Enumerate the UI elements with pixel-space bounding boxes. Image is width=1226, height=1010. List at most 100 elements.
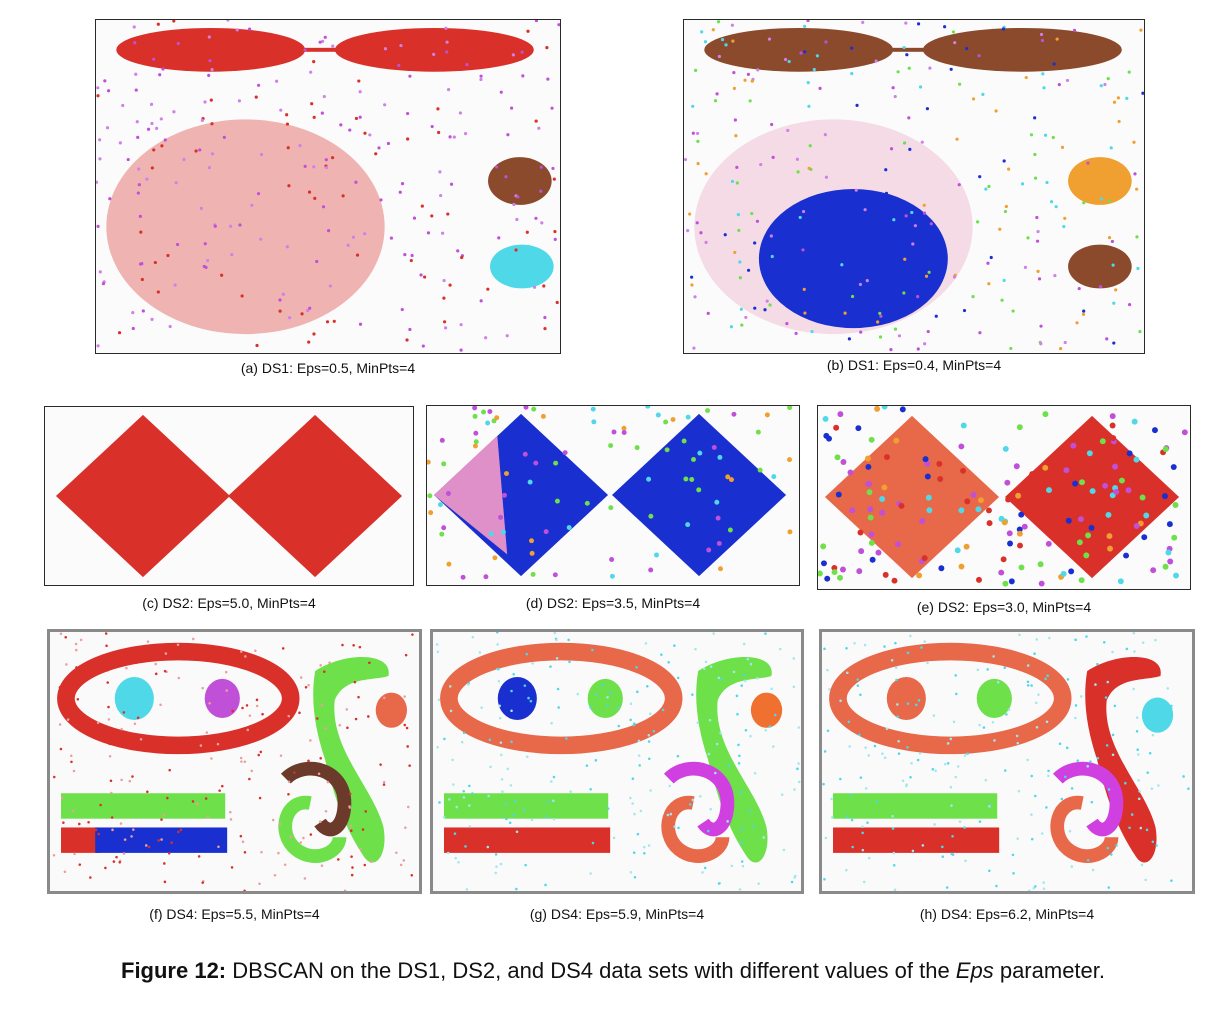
scatter-point	[756, 676, 759, 680]
scatter-point	[950, 804, 953, 807]
scatter-point	[629, 870, 633, 874]
scatter-point	[473, 430, 479, 436]
scatter-point	[752, 825, 756, 829]
scatter-point	[152, 57, 156, 61]
scatter-point	[1112, 100, 1117, 104]
scatter-point	[1151, 840, 1155, 844]
scatter-point	[893, 94, 897, 99]
scatter-point	[427, 459, 431, 465]
scatter-point	[74, 642, 78, 646]
caption-e: (e) DS2: Eps=3.0, MinPts=4	[916, 599, 1092, 615]
scatter-point	[1035, 638, 1038, 641]
scatter-point	[259, 152, 264, 157]
scatter-point	[647, 740, 651, 743]
scatter-point	[958, 507, 965, 514]
scatter-point	[700, 30, 704, 34]
panel-c-svg	[55, 414, 403, 578]
scatter-point	[993, 739, 996, 742]
scatter-point	[515, 217, 519, 222]
scatter-point	[1039, 342, 1043, 346]
scatter-point	[954, 547, 961, 554]
scatter-point	[442, 815, 446, 819]
scatter-point	[206, 815, 210, 818]
scatter-point	[606, 696, 609, 699]
scatter-point	[1099, 438, 1106, 445]
scatter-point	[354, 116, 359, 120]
scatter-point	[589, 706, 592, 709]
scatter-point	[205, 731, 209, 734]
scatter-point	[499, 90, 503, 94]
scatter-point	[555, 300, 559, 305]
scatter-point	[523, 684, 527, 687]
scatter-point	[1002, 445, 1009, 452]
scatter-point	[518, 57, 523, 61]
scatter-point	[849, 794, 853, 797]
scatter-point	[736, 213, 740, 217]
scatter-point	[1063, 340, 1067, 345]
scatter-point	[706, 311, 710, 315]
scatter-point	[849, 507, 856, 514]
scatter-point	[706, 547, 712, 553]
scatter-point	[831, 569, 838, 576]
scatter-point	[194, 149, 198, 153]
scatter-point	[332, 319, 336, 323]
scatter-point	[867, 856, 871, 860]
scatter-point	[918, 752, 922, 755]
scatter-point	[793, 876, 796, 879]
scatter-point	[1116, 96, 1120, 100]
scatter-point	[634, 445, 640, 451]
scatter-point	[668, 784, 672, 788]
scatter-point	[466, 683, 470, 686]
scatter-point	[808, 144, 812, 148]
scatter-point	[670, 417, 676, 423]
scatter-point	[1046, 674, 1049, 677]
scatter-point	[711, 444, 717, 450]
scatter-point	[500, 778, 504, 781]
scatter-point	[123, 838, 127, 841]
scatter-point	[89, 876, 92, 879]
green-blob	[976, 678, 1012, 719]
scatter-point	[382, 780, 386, 784]
caption-b: (b) DS1: Eps=0.4, MinPts=4	[826, 357, 1002, 373]
scatter-point	[1141, 534, 1148, 541]
scatter-point	[629, 702, 633, 706]
scatter-point	[496, 643, 499, 646]
scatter-point	[867, 754, 870, 757]
scatter-point	[868, 531, 875, 538]
scatter-point	[907, 283, 911, 287]
panel-b-svg	[684, 20, 1144, 352]
scatter-point	[1018, 633, 1021, 637]
scatter-point	[733, 118, 737, 122]
scatter-point	[1042, 887, 1046, 891]
scatter-point	[1036, 229, 1040, 234]
scatter-point	[910, 210, 914, 215]
scatter-point	[946, 742, 950, 745]
scatter-point	[351, 866, 354, 869]
scatter-point	[1044, 677, 1047, 681]
scatter-point	[1133, 523, 1140, 529]
scatter-point	[1045, 540, 1052, 547]
scatter-point	[1064, 775, 1067, 779]
scatter-point	[146, 640, 150, 643]
scatter-point	[510, 689, 513, 693]
scatter-point	[307, 340, 311, 344]
scatter-point	[78, 863, 82, 866]
scatter-point	[322, 94, 326, 99]
scatter-point	[70, 760, 73, 764]
scatter-point	[350, 873, 354, 877]
scatter-point	[121, 103, 125, 108]
scatter-point	[690, 283, 694, 287]
scatter-point	[812, 67, 816, 72]
scatter-point	[822, 782, 825, 786]
scatter-point	[802, 287, 806, 291]
scatter-point	[150, 317, 154, 321]
scatter-point	[850, 294, 855, 299]
scatter-point	[863, 643, 867, 647]
scatter-point	[153, 260, 157, 265]
scatter-point	[228, 224, 233, 228]
scatter-point	[691, 798, 695, 802]
scatter-point	[465, 888, 469, 891]
scatter-point	[1035, 215, 1039, 220]
scatter-point	[954, 674, 957, 677]
scatter-point	[441, 461, 447, 467]
